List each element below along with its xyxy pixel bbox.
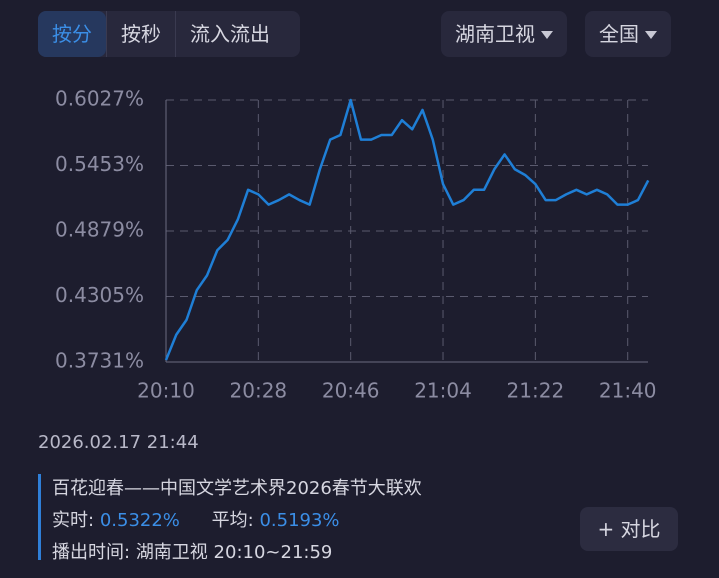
tab-bar: 按分 按秒 流入流出 [38, 11, 300, 57]
region-dropdown[interactable]: 全国 [585, 11, 671, 57]
series-line [164, 98, 650, 361]
y-tick-label: 0.4879% [55, 218, 144, 242]
tab[interactable]: 按秒 [106, 11, 175, 57]
chart: 0.3731% 0.4305% 0.4879% 0.5453% 0.6027% 20:10… [55, 87, 657, 403]
x-tick-label: 20:10 [137, 379, 195, 403]
channel-dropdown[interactable]: 湖南卫视 [441, 11, 567, 57]
program-title: 百花迎春——中国文学艺术界2026春节大联欢 [52, 478, 422, 499]
x-tick-label: 21:04 [414, 379, 472, 403]
x-tick-label: 20:46 [322, 379, 380, 403]
x-tick-label: 21:22 [507, 379, 565, 403]
stat-label: 平均: [211, 510, 254, 531]
dropdown-label: 全国 [599, 22, 639, 46]
airtime-value: 湖南卫视 20:10~21:59 [135, 542, 333, 563]
stat-label: 实时: [52, 510, 95, 531]
stat-value: 0.5322% [99, 510, 180, 531]
airtime: 播出时间: 湖南卫视 20:10~21:59 [52, 538, 332, 564]
stats: 实时: 0.5322% 平均: 0.5193% [52, 506, 340, 532]
y-tick-label: 0.4305% [55, 283, 144, 307]
y-tick-label: 0.3731% [55, 349, 144, 373]
tab[interactable]: 按分 [38, 11, 106, 57]
x-tick-label: 20:28 [230, 379, 288, 403]
tab[interactable]: 流入流出 [175, 11, 284, 57]
y-tick-label: 0.6027% [55, 87, 144, 111]
x-tick-label: 21:40 [599, 379, 657, 403]
accent-bar [38, 474, 41, 560]
y-tick-label: 0.5453% [55, 152, 144, 176]
airtime-label: 播出时间: [52, 542, 131, 563]
dropdown-label: 湖南卫视 [455, 22, 535, 46]
compare-button[interactable]: + 对比 [580, 507, 678, 551]
timestamp: 2026.02.17 21:44 [38, 432, 199, 453]
stat-value: 0.5193% [259, 510, 340, 531]
